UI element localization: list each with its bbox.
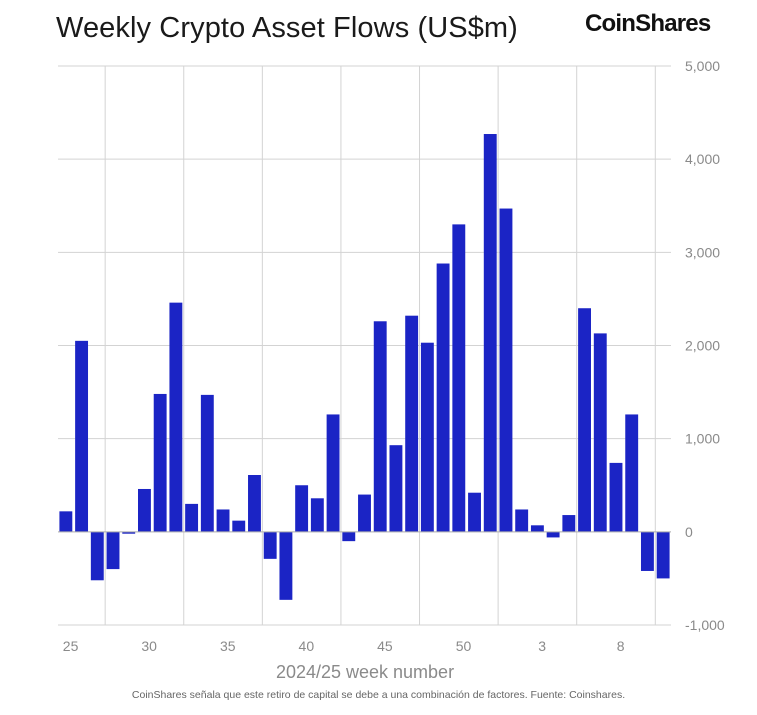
figure-caption: CoinShares señala que este retiro de cap…: [131, 689, 626, 701]
bar: [499, 208, 513, 532]
bar: [405, 315, 419, 532]
bar: [593, 333, 607, 532]
bar: [216, 509, 230, 532]
bar: [546, 531, 560, 538]
bar: [625, 414, 639, 532]
bar: [452, 224, 466, 532]
bar: [562, 515, 576, 532]
bar: [436, 263, 450, 532]
bar: [279, 531, 293, 600]
bar: [295, 485, 309, 532]
x-tick-label: 30: [141, 638, 157, 654]
x-tick-label: 3: [538, 638, 546, 654]
bar: [373, 321, 387, 532]
bar: [75, 340, 89, 532]
bar: [248, 475, 261, 532]
y-tick-label: 1,000: [685, 431, 720, 447]
x-tick-label: 45: [377, 638, 393, 654]
coinshares-logo: CoinShares: [585, 10, 711, 37]
bar: [326, 414, 340, 532]
x-tick-label: 40: [299, 638, 315, 654]
bar: [90, 531, 104, 581]
bar: [185, 503, 199, 532]
bar: [200, 394, 214, 532]
bar: [232, 520, 246, 532]
bar: [530, 525, 544, 532]
y-tick-label: 3,000: [685, 244, 720, 260]
bar: [640, 531, 654, 571]
bar: [310, 498, 324, 532]
x-tick-label: 8: [617, 638, 625, 654]
bar: [389, 445, 403, 532]
x-axis-label: 2024/25 week number: [276, 662, 454, 682]
bar: [515, 509, 529, 532]
y-tick-label: 5,000: [685, 58, 720, 74]
bar: [263, 531, 277, 559]
bar: [59, 511, 73, 532]
bar: [468, 492, 481, 532]
x-tick-label: 25: [63, 638, 79, 654]
bar: [483, 134, 497, 532]
bar: [122, 531, 136, 534]
y-tick-label: -1,000: [685, 617, 725, 633]
y-tick-label: 4,000: [685, 151, 720, 167]
bar: [342, 531, 356, 542]
bar: [578, 308, 591, 532]
x-tick-label: 50: [456, 638, 472, 654]
bar: [420, 342, 434, 532]
bar: [169, 302, 183, 532]
bar: [656, 531, 670, 579]
bar: [106, 531, 120, 570]
bar: [153, 393, 167, 532]
bar: [138, 488, 151, 532]
chart-title: Weekly Crypto Asset Flows (US$m): [56, 12, 518, 44]
x-tick-label: 35: [220, 638, 236, 654]
y-tick-label: 2,000: [685, 338, 720, 354]
bar: [609, 462, 623, 532]
bar: [358, 494, 371, 532]
y-tick-label: 0: [685, 524, 693, 540]
